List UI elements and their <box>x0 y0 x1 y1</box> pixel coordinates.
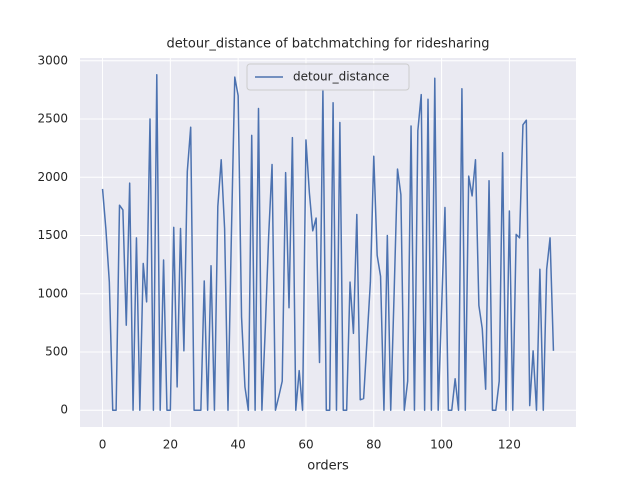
x-tick-label: 20 <box>163 438 178 452</box>
y-tick-label: 1000 <box>37 286 68 300</box>
y-tick-label: 2000 <box>37 170 68 184</box>
x-tick-label: 0 <box>99 438 107 452</box>
x-tick-label: 60 <box>298 438 313 452</box>
data-line <box>101 74 555 411</box>
x-tick-label: 80 <box>366 438 381 452</box>
y-tick-label: 500 <box>45 344 68 358</box>
x-tick-label: 40 <box>231 438 246 452</box>
legend-box <box>246 63 410 91</box>
chart-title: detour_distance of batchmatching for rid… <box>167 37 490 52</box>
x-tick-label: 120 <box>498 438 521 452</box>
x-tick-label: 100 <box>430 438 453 452</box>
y-tick-label: 2500 <box>37 112 68 126</box>
y-tick-label: 3000 <box>37 53 68 67</box>
x-axis-label: orders <box>307 459 349 474</box>
y-tick-label: 1500 <box>37 228 68 242</box>
y-tick-label: 0 <box>60 403 68 417</box>
legend-label: detour_distance <box>293 70 389 84</box>
